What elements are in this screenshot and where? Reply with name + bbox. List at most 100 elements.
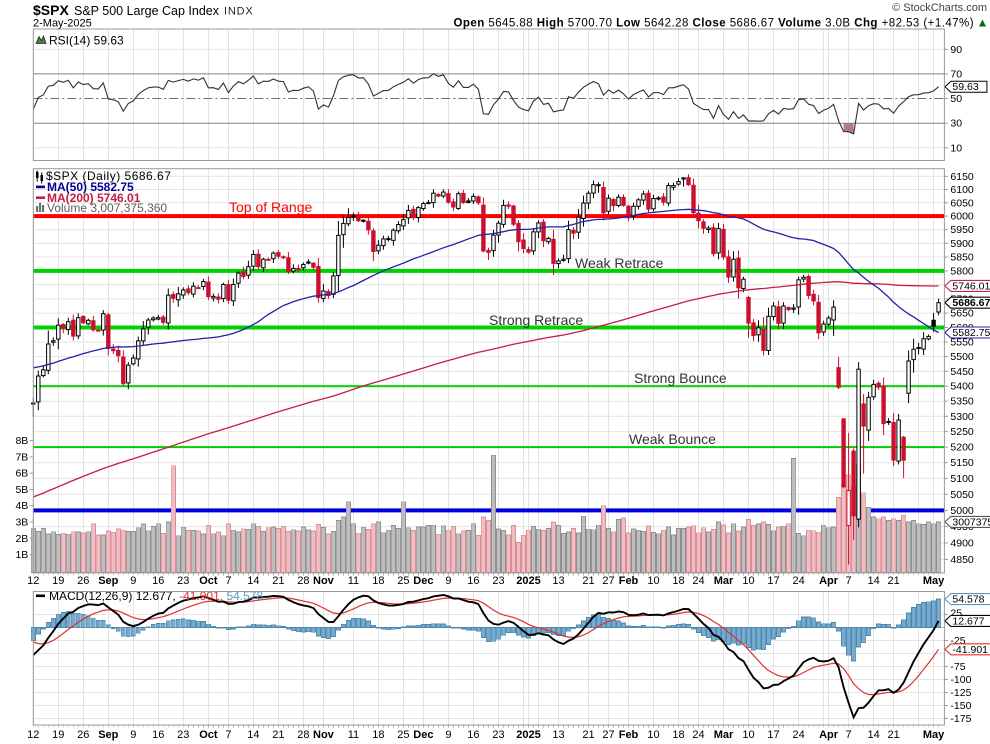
svg-text:May: May xyxy=(923,729,945,741)
svg-text:90: 90 xyxy=(950,44,962,56)
svg-text:5300: 5300 xyxy=(950,411,974,423)
svg-text:50: 50 xyxy=(950,93,962,105)
svg-text:-175: -175 xyxy=(950,713,971,725)
svg-text:18: 18 xyxy=(372,729,384,741)
svg-text:12: 12 xyxy=(27,575,39,587)
svg-text:Mar: Mar xyxy=(714,575,734,587)
svg-text:6B: 6B xyxy=(15,468,28,480)
svg-text:28: 28 xyxy=(297,729,309,741)
svg-text:MACD(12,26,9) 12.677, -41.901,: MACD(12,26,9) 12.677, -41.901, 54.578 xyxy=(49,589,263,603)
svg-text:Weak Bounce: Weak Bounce xyxy=(629,431,716,447)
svg-text:2B: 2B xyxy=(15,533,28,545)
svg-text:INDX: INDX xyxy=(224,6,253,18)
svg-text:3B: 3B xyxy=(15,517,28,529)
svg-text:10: 10 xyxy=(742,575,754,587)
svg-text:25: 25 xyxy=(397,729,409,741)
svg-text:5800: 5800 xyxy=(950,265,974,277)
svg-text:25: 25 xyxy=(950,608,962,620)
svg-text:21: 21 xyxy=(887,575,899,587)
svg-text:5582.75: 5582.75 xyxy=(952,327,990,339)
svg-text:18: 18 xyxy=(372,575,384,587)
svg-text:7: 7 xyxy=(846,729,852,741)
svg-text:23: 23 xyxy=(492,575,504,587)
svg-text:27: 27 xyxy=(602,729,614,741)
svg-text:7: 7 xyxy=(846,575,852,587)
svg-text:5500: 5500 xyxy=(950,351,974,363)
svg-text:23: 23 xyxy=(177,729,189,741)
svg-text:5450: 5450 xyxy=(950,366,974,378)
svg-text:RSI(14) 59.63: RSI(14) 59.63 xyxy=(49,34,124,48)
svg-text:9: 9 xyxy=(130,729,136,741)
svg-text:Oct: Oct xyxy=(199,575,218,587)
svg-text:4850: 4850 xyxy=(950,554,974,566)
svg-text:11: 11 xyxy=(348,575,359,587)
svg-text:5650: 5650 xyxy=(950,308,974,320)
svg-text:Nov: Nov xyxy=(313,729,335,741)
svg-text:3007375: 3007375 xyxy=(952,516,990,528)
svg-text:Dec: Dec xyxy=(413,729,433,741)
svg-text:5400: 5400 xyxy=(950,381,974,393)
svg-text:25: 25 xyxy=(397,575,409,587)
svg-text:21: 21 xyxy=(582,729,594,741)
svg-text:5350: 5350 xyxy=(950,396,974,408)
svg-text:30: 30 xyxy=(950,118,962,130)
svg-text:$SPX: $SPX xyxy=(33,2,69,18)
svg-text:10: 10 xyxy=(950,142,962,154)
svg-text:MA(50) 5582.75: MA(50) 5582.75 xyxy=(47,180,134,194)
svg-text:5100: 5100 xyxy=(950,473,974,485)
svg-text:12: 12 xyxy=(27,729,39,741)
svg-text:17: 17 xyxy=(767,729,779,741)
svg-text:5200: 5200 xyxy=(950,442,974,454)
svg-text:21: 21 xyxy=(582,575,594,587)
svg-text:14: 14 xyxy=(247,575,259,587)
svg-text:9: 9 xyxy=(445,729,451,741)
svg-text:1B: 1B xyxy=(15,549,28,561)
svg-text:10: 10 xyxy=(742,729,754,741)
svg-text:9: 9 xyxy=(130,575,136,587)
svg-text:2025: 2025 xyxy=(516,575,540,587)
svg-text:-150: -150 xyxy=(950,700,971,712)
svg-text:24: 24 xyxy=(692,729,704,741)
svg-text:Sep: Sep xyxy=(98,729,118,741)
svg-text:6150: 6150 xyxy=(950,171,974,183)
svg-text:2-May-2025: 2-May-2025 xyxy=(33,18,92,30)
svg-text:-75: -75 xyxy=(950,661,965,673)
svg-text:Sep: Sep xyxy=(98,575,118,587)
svg-text:13: 13 xyxy=(552,575,564,587)
svg-text:5950: 5950 xyxy=(950,224,974,236)
svg-text:Apr: Apr xyxy=(819,575,839,587)
svg-text:-125: -125 xyxy=(950,687,971,699)
svg-text:Open 5645.88 High 5700.70: Open 5645.88 High 5700.70 Low 5642.28 Cl… xyxy=(454,18,975,30)
svg-text:7: 7 xyxy=(225,729,231,741)
svg-text:24: 24 xyxy=(692,575,704,587)
svg-text:6100: 6100 xyxy=(950,184,974,196)
svg-text:Feb: Feb xyxy=(619,575,639,587)
svg-text:7: 7 xyxy=(225,575,231,587)
svg-text:5550: 5550 xyxy=(950,337,974,349)
svg-text:Strong Bounce: Strong Bounce xyxy=(634,370,727,386)
svg-text:21: 21 xyxy=(887,729,899,741)
svg-text:$SPX (Daily) 5686.67: $SPX (Daily) 5686.67 xyxy=(46,169,171,183)
svg-text:28: 28 xyxy=(297,575,309,587)
svg-text:-100: -100 xyxy=(950,674,971,686)
svg-text:14: 14 xyxy=(247,729,259,741)
svg-text:10: 10 xyxy=(647,575,659,587)
svg-text:24: 24 xyxy=(792,729,804,741)
svg-text:21: 21 xyxy=(272,729,284,741)
svg-text:6050: 6050 xyxy=(950,197,974,209)
svg-text:MA(200) 5746.01: MA(200) 5746.01 xyxy=(47,191,141,205)
svg-text:23: 23 xyxy=(177,575,189,587)
svg-text:Dec: Dec xyxy=(413,575,433,587)
svg-text:5B: 5B xyxy=(15,484,28,496)
svg-text:7B: 7B xyxy=(15,451,28,463)
svg-text:8B: 8B xyxy=(15,435,28,447)
svg-text:S&P 500 Large Cap Index: S&P 500 Large Cap Index xyxy=(74,4,220,18)
svg-text:5900: 5900 xyxy=(950,238,974,250)
svg-text:14: 14 xyxy=(867,575,879,587)
svg-text:9: 9 xyxy=(445,575,451,587)
svg-text:May: May xyxy=(923,575,945,587)
svg-text:59.63: 59.63 xyxy=(952,81,978,93)
svg-text:70: 70 xyxy=(950,68,962,80)
svg-text:26: 26 xyxy=(77,575,89,587)
svg-text:27: 27 xyxy=(602,575,614,587)
